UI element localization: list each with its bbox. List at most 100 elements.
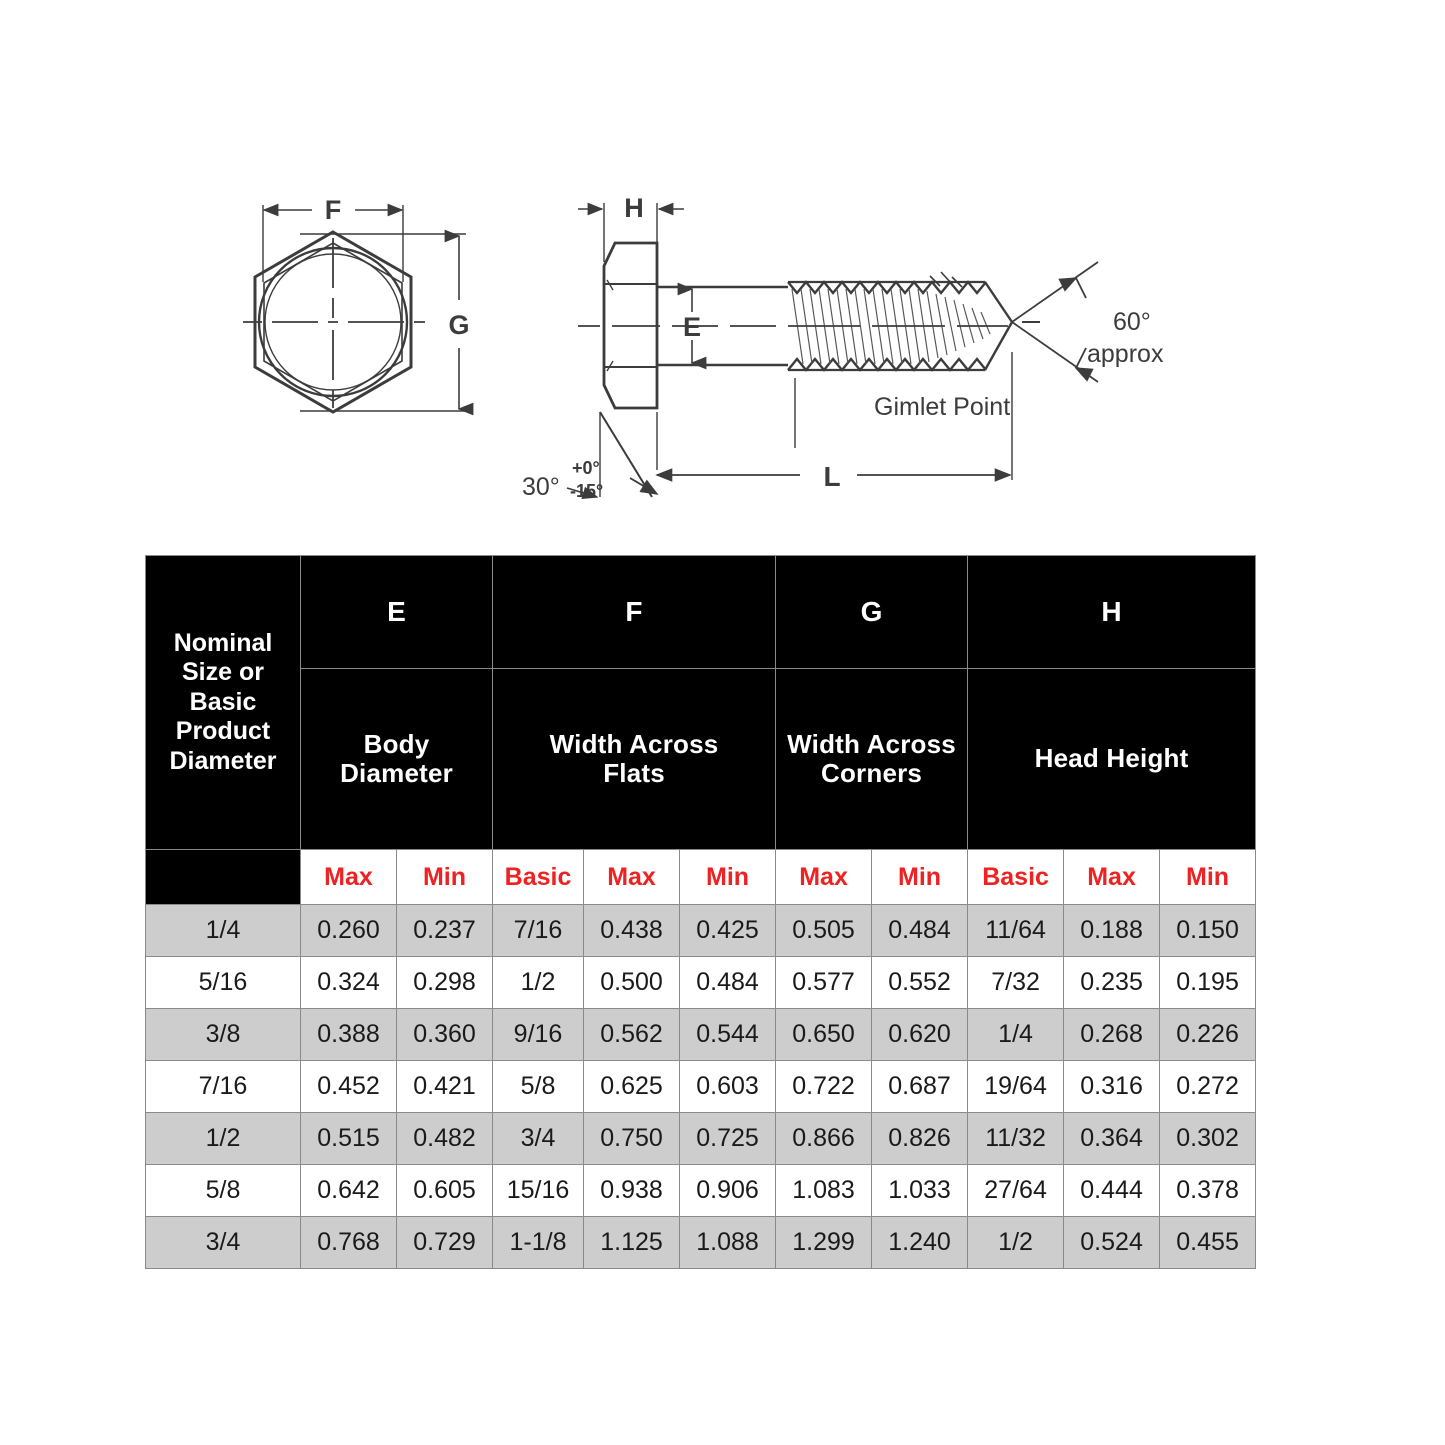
cell-max-0: 0.642	[300, 1164, 397, 1217]
cell-basic-2: 5/8	[492, 1060, 585, 1113]
head-corner-top	[606, 279, 614, 291]
cell-max-5: 0.650	[775, 1008, 873, 1061]
cell-max-8: 0.524	[1063, 1216, 1161, 1269]
thread-profile-bottom	[787, 357, 987, 372]
group-desc-f: Width Across Flats	[492, 668, 777, 850]
cell-max-3: 0.438	[583, 904, 681, 957]
group-desc-h-line1: Head Height	[1034, 743, 1189, 774]
cell-max-5: 0.505	[775, 904, 873, 957]
angle-arrow-upper	[1058, 277, 1087, 299]
cell-min-6: 1.033	[871, 1164, 969, 1217]
cell-min-6: 0.620	[871, 1008, 969, 1061]
cell-max-3: 0.562	[583, 1008, 681, 1061]
cell-min-6: 0.826	[871, 1112, 969, 1165]
cell-min-1: 0.605	[395, 1164, 494, 1217]
cell-min-9: 0.150	[1159, 904, 1257, 957]
cell-max-0: 0.260	[300, 904, 397, 957]
drawing-svg: F G	[243, 193, 1164, 501]
cell-min-1: 0.482	[395, 1112, 494, 1165]
cell-nominal-size: 5/16	[145, 956, 301, 1009]
table-row: 1/4 0.260 0.237 7/16 0.438 0.425 0.505 0.484 11/…	[145, 904, 1257, 957]
cell-min-6: 0.687	[871, 1060, 969, 1113]
cell-min-6: 0.552	[871, 956, 969, 1009]
cell-basic-7: 7/32	[967, 956, 1065, 1009]
angle-leg-lower	[1011, 321, 1099, 383]
subheader-e-min: Min	[395, 849, 494, 905]
cell-max-3: 0.750	[583, 1112, 681, 1165]
table-row: 7/16 0.452 0.421 5/8 0.625 0.603 0.722 0.687 19/…	[145, 1060, 1257, 1113]
cell-min-4: 0.425	[679, 904, 777, 957]
cell-min-4: 0.544	[679, 1008, 777, 1061]
cell-max-3: 0.938	[583, 1164, 681, 1217]
cell-max-8: 0.235	[1063, 956, 1161, 1009]
subheader-h-basic: Basic	[967, 849, 1065, 905]
nominal-line-1: Nominal	[173, 628, 273, 657]
cell-min-4: 0.725	[679, 1112, 777, 1165]
nominal-line-3: Basic	[189, 687, 257, 716]
cell-min-6: 0.484	[871, 904, 969, 957]
nominal-line-2: Size or	[182, 658, 264, 687]
cell-max-3: 1.125	[583, 1216, 681, 1269]
subheader-g-min: Min	[871, 849, 969, 905]
head-corner-bottom	[606, 360, 614, 372]
hexagon-outline	[253, 230, 413, 414]
e-dimension-label: E	[683, 312, 701, 342]
nominal-line-5: Diameter	[169, 746, 277, 775]
cell-min-9: 0.272	[1159, 1060, 1257, 1113]
subheader-h-min: Min	[1159, 849, 1257, 905]
cell-max-3: 0.625	[583, 1060, 681, 1113]
header-row-group-descriptions: Body Diameter Width Across Flats Width A…	[146, 668, 1257, 850]
cell-basic-2: 9/16	[492, 1008, 585, 1061]
angle-leg-upper	[1011, 261, 1099, 323]
group-desc-e-line2: Diameter	[340, 758, 453, 788]
cell-basic-7: 19/64	[967, 1060, 1065, 1113]
cell-max-5: 0.722	[775, 1060, 873, 1113]
cell-basic-2: 1/2	[492, 956, 585, 1009]
cell-max-8: 0.268	[1063, 1008, 1161, 1061]
group-desc-h: Head Height	[967, 668, 1257, 850]
group-desc-f-line2: Flats	[603, 758, 665, 788]
cell-min-1: 0.421	[395, 1060, 494, 1113]
cell-nominal-size: 3/8	[145, 1008, 301, 1061]
cell-nominal-size: 3/4	[145, 1216, 301, 1269]
cell-nominal-size: 1/2	[145, 1112, 301, 1165]
group-letter-g: G	[775, 555, 969, 669]
cell-max-5: 0.577	[775, 956, 873, 1009]
chamfer-tolerance-minus-label: -15°	[570, 481, 603, 501]
cell-nominal-size: 7/16	[145, 1060, 301, 1113]
cell-min-6: 1.240	[871, 1216, 969, 1269]
cell-min-1: 0.237	[395, 904, 494, 957]
cell-max-5: 1.083	[775, 1164, 873, 1217]
cell-max-5: 0.866	[775, 1112, 873, 1165]
cell-basic-2: 3/4	[492, 1112, 585, 1165]
cell-max-3: 0.500	[583, 956, 681, 1009]
hex-head-end-view	[243, 203, 474, 416]
table-head: Nominal Size or Basic Product Diameter E…	[145, 555, 1257, 905]
gimlet-point-label: Gimlet Point	[874, 393, 1010, 421]
subheader-g-max: Max	[775, 849, 873, 905]
cell-max-0: 0.388	[300, 1008, 397, 1061]
header-row-group-letters: Nominal Size or Basic Product Diameter E…	[145, 555, 1257, 850]
cell-basic-7: 11/32	[967, 1112, 1065, 1165]
thread-profile-top	[787, 280, 987, 295]
group-desc-g-line2: Corners	[821, 758, 923, 788]
cell-min-9: 0.226	[1159, 1008, 1257, 1061]
hex-head-lag-screw-dimension-table: Nominal Size or Basic Product Diameter E…	[145, 555, 1257, 1269]
f-dimension-label: F	[325, 195, 342, 225]
subheader-blank-cell	[145, 849, 301, 905]
subheader-e-max: Max	[300, 849, 397, 905]
cell-min-9: 0.302	[1159, 1112, 1257, 1165]
cell-max-0: 0.515	[300, 1112, 397, 1165]
cell-nominal-size: 1/4	[145, 904, 301, 957]
cell-min-1: 0.360	[395, 1008, 494, 1061]
table-body: 1/4 0.260 0.237 7/16 0.438 0.425 0.505 0.484 11/…	[145, 904, 1257, 1269]
cell-max-8: 0.188	[1063, 904, 1161, 957]
cell-basic-7: 1/2	[967, 1216, 1065, 1269]
cell-min-9: 0.195	[1159, 956, 1257, 1009]
spec-table-container: Nominal Size or Basic Product Diameter E…	[145, 555, 1257, 1269]
cell-basic-7: 27/64	[967, 1164, 1065, 1217]
l-dimension-label: L	[823, 461, 840, 492]
group-desc-g: Width Across Corners	[775, 668, 969, 850]
angle-arrow-lower	[1074, 347, 1094, 382]
cell-min-4: 0.603	[679, 1060, 777, 1113]
